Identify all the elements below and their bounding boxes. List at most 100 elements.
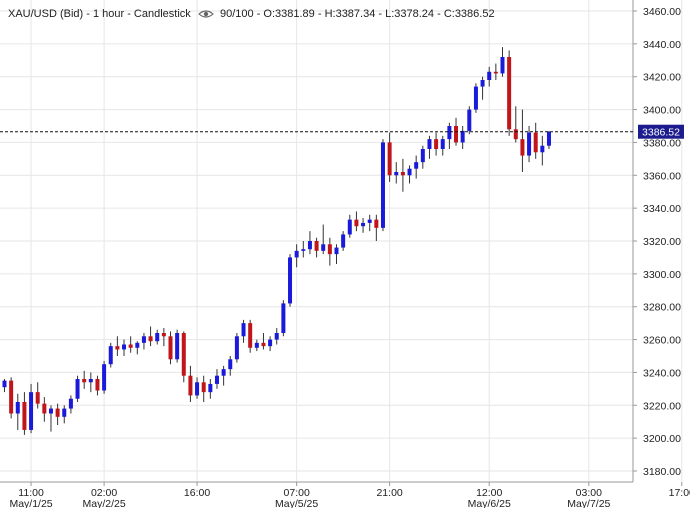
candle-up [321,244,326,251]
candle-up [29,392,34,430]
candle-up [367,219,372,223]
x-tick-label-date: May/6/25 [468,498,511,508]
candle-down [387,142,392,176]
candle-up [440,139,445,149]
candle-up [254,342,259,348]
candle-down [9,380,14,414]
x-tick-label-time: 03:00 [576,487,602,499]
x-tick-label-time: 17:00 [669,487,690,499]
candle-up [307,241,312,250]
candle-up [487,71,492,80]
candle-down [188,375,193,396]
y-tick-label: 3320.00 [643,236,681,248]
candle-down [314,241,319,251]
candle-up [15,402,20,414]
y-tick-label: 3420.00 [643,72,681,84]
candle-down [42,403,47,414]
candle-down [82,379,87,383]
x-tick-label-time: 21:00 [376,487,402,499]
candle-up [268,339,273,347]
candle-up [75,379,80,399]
y-tick-label: 3360.00 [643,170,681,182]
candle-down [201,382,206,393]
candle-down [128,344,133,348]
candle-up [68,398,73,409]
candle-up [88,379,93,383]
candle-up [394,172,399,176]
candle-down [354,219,359,227]
candle-up [347,219,352,235]
candle-down [248,323,253,348]
candle-down [181,333,186,376]
x-tick-label-time: 07:00 [284,487,310,499]
y-tick-label: 3340.00 [643,203,681,215]
candle-down [161,333,166,337]
x-tick-label-date: May/1/25 [9,498,52,508]
chart-title: XAU/USD (Bid) - 1 hour - Candlestick [8,8,191,20]
chart-header: XAU/USD (Bid) - 1 hour - Candlestick 90/… [8,8,495,20]
candle-down [507,57,512,130]
candle-up [334,247,339,255]
x-tick-label-time: 11:00 [18,487,44,499]
candle-up [546,131,551,146]
candle-up [241,323,246,337]
candle-up [102,364,107,391]
candle-up [221,369,226,376]
candle-up [301,249,306,251]
y-tick-label: 3300.00 [643,269,681,281]
candles [2,47,551,435]
candle-down [434,139,439,149]
candle-up [281,303,286,333]
candle-up [62,408,67,417]
x-tick-label-time: 02:00 [91,487,117,499]
candle-down [261,342,266,347]
candle-down [22,402,27,430]
candle-down [374,219,379,228]
eye-icon[interactable] [198,10,214,18]
y-tick-label: 3180.00 [643,466,681,478]
candle-up [122,344,127,350]
candle-down [95,379,100,391]
candle-up [447,126,452,140]
candle-up [420,149,425,163]
x-tick-label-date: May/7/25 [567,498,610,508]
candle-up [460,130,465,143]
y-tick-label: 3240.00 [643,367,681,379]
x-tick-label-time: 12:00 [476,487,502,499]
candle-up [427,139,432,149]
candle-up [208,383,213,393]
candle-up [480,80,485,87]
candle-up [467,109,472,131]
candle-down [35,392,40,404]
x-tick-label-time: 16:00 [184,487,210,499]
candle-up [274,333,279,340]
candle-down [55,408,60,417]
y-tick-label: 3200.00 [643,433,681,445]
candle-up [48,408,53,414]
candle-up [361,222,366,227]
y-tick-label: 3440.00 [643,39,681,51]
candle-up [500,57,505,74]
candle-up [288,257,293,304]
candle-down [115,346,120,350]
grid-lines [0,0,683,482]
candle-down [520,139,525,156]
candle-down [533,132,538,153]
candle-down [454,126,459,143]
last-price-tag [638,124,684,139]
x-tick-label-date: May/5/25 [275,498,318,508]
candle-up [407,168,412,176]
candle-down [400,172,405,176]
y-tick-label: 3400.00 [643,105,681,117]
y-tick-label: 3380.00 [643,137,681,149]
candle-up [195,382,200,396]
ohlc-readout: 90/100 - O:3381.89 - H:3387.34 - L:3378.… [220,8,495,20]
candle-up [155,333,160,342]
last-price-tag-label: 3386.52 [642,127,680,139]
candle-up [228,359,233,370]
candle-up [414,162,419,169]
candle-up [294,250,299,258]
candle-up [341,234,346,248]
